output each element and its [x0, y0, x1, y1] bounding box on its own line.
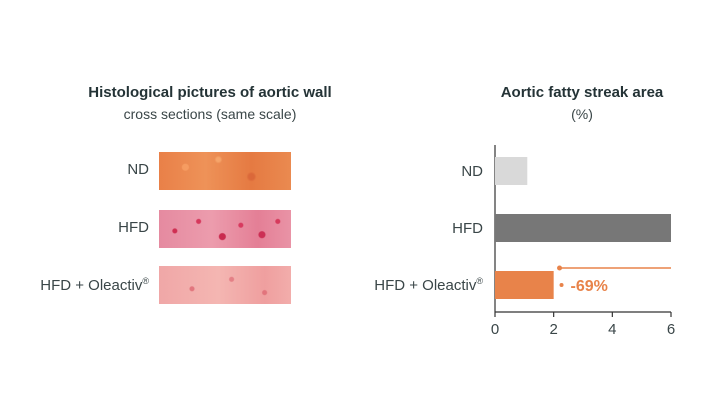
histology-subtitle: cross sections (same scale) [123, 106, 297, 122]
registered-mark: ® [142, 276, 149, 286]
histology-title: Histological pictures of aortic wall [88, 84, 332, 101]
histology-label-hfd-oleactiv: HFD + Oleactiv® [40, 276, 149, 294]
reduction-label: -69% [571, 278, 608, 295]
chart-title: Aortic fatty streak area [500, 84, 664, 101]
bar-2 [495, 271, 554, 299]
tissue-image-hfd-oleactiv [159, 266, 291, 304]
tissue-image-hfd [159, 210, 291, 248]
category-label-registered-mark: ® [476, 276, 483, 286]
reduction-bullet-dot [559, 283, 564, 287]
tissue-image-nd [159, 152, 291, 190]
histology-label-nd: ND [127, 161, 149, 178]
x-tick-label-0: 0 [491, 321, 499, 338]
category-label-0: ND [461, 163, 483, 180]
chart-subtitle: (%) [571, 106, 593, 122]
category-label-1: HFD [452, 220, 483, 237]
bar-1 [495, 214, 671, 242]
reduction-arrow-head [557, 265, 563, 271]
x-tick-label-4: 4 [608, 321, 616, 338]
histology-label-hfd-oleactiv-text: HFD + Oleactiv [40, 277, 143, 294]
bar-0 [495, 157, 528, 185]
category-label-2: HFD + Oleactiv® [374, 276, 483, 294]
histology-label-hfd: HFD [118, 219, 149, 236]
x-tick-label-2: 2 [549, 321, 557, 338]
x-tick-label-6: 6 [667, 321, 675, 338]
